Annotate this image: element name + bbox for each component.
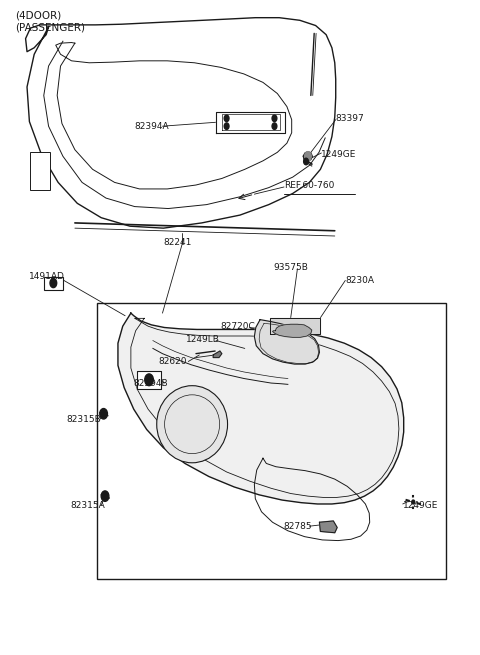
Circle shape	[304, 159, 309, 165]
Bar	[30, 153, 49, 190]
Text: 82785: 82785	[283, 522, 312, 531]
Polygon shape	[303, 152, 312, 161]
Polygon shape	[137, 371, 161, 389]
Text: 8230A: 8230A	[345, 276, 374, 285]
Circle shape	[412, 500, 415, 504]
Polygon shape	[270, 318, 321, 334]
Circle shape	[101, 491, 109, 501]
Circle shape	[272, 115, 277, 122]
Text: 82315B: 82315B	[67, 415, 101, 424]
Polygon shape	[254, 320, 320, 364]
Text: 82620: 82620	[158, 357, 187, 366]
Polygon shape	[273, 324, 312, 337]
Circle shape	[145, 374, 154, 386]
Text: 83397: 83397	[336, 114, 364, 123]
Text: 93575B: 93575B	[274, 263, 308, 272]
Text: 1249GE: 1249GE	[403, 501, 438, 510]
Circle shape	[272, 123, 277, 130]
Text: 82394A: 82394A	[135, 122, 169, 131]
Circle shape	[224, 115, 229, 122]
Circle shape	[224, 123, 229, 130]
Polygon shape	[216, 112, 286, 133]
Text: 1249LB: 1249LB	[186, 335, 220, 344]
Polygon shape	[118, 313, 404, 504]
Polygon shape	[320, 521, 337, 533]
Text: (PASSENGER): (PASSENGER)	[15, 22, 85, 32]
Bar	[97, 303, 446, 579]
Circle shape	[410, 498, 416, 506]
Circle shape	[100, 409, 108, 419]
Ellipse shape	[157, 386, 228, 463]
Text: 1491AD: 1491AD	[28, 272, 64, 281]
Bar	[44, 276, 63, 290]
Text: 82241: 82241	[163, 238, 192, 247]
Polygon shape	[213, 351, 222, 358]
Text: REF.60-760: REF.60-760	[284, 181, 335, 189]
Circle shape	[305, 152, 312, 161]
Text: 82315A: 82315A	[70, 501, 105, 510]
Text: 82394B: 82394B	[134, 379, 168, 388]
Text: 82720C: 82720C	[220, 322, 255, 331]
Text: 1249GE: 1249GE	[322, 150, 357, 159]
Circle shape	[50, 278, 57, 288]
Text: (4DOOR): (4DOOR)	[15, 10, 61, 20]
